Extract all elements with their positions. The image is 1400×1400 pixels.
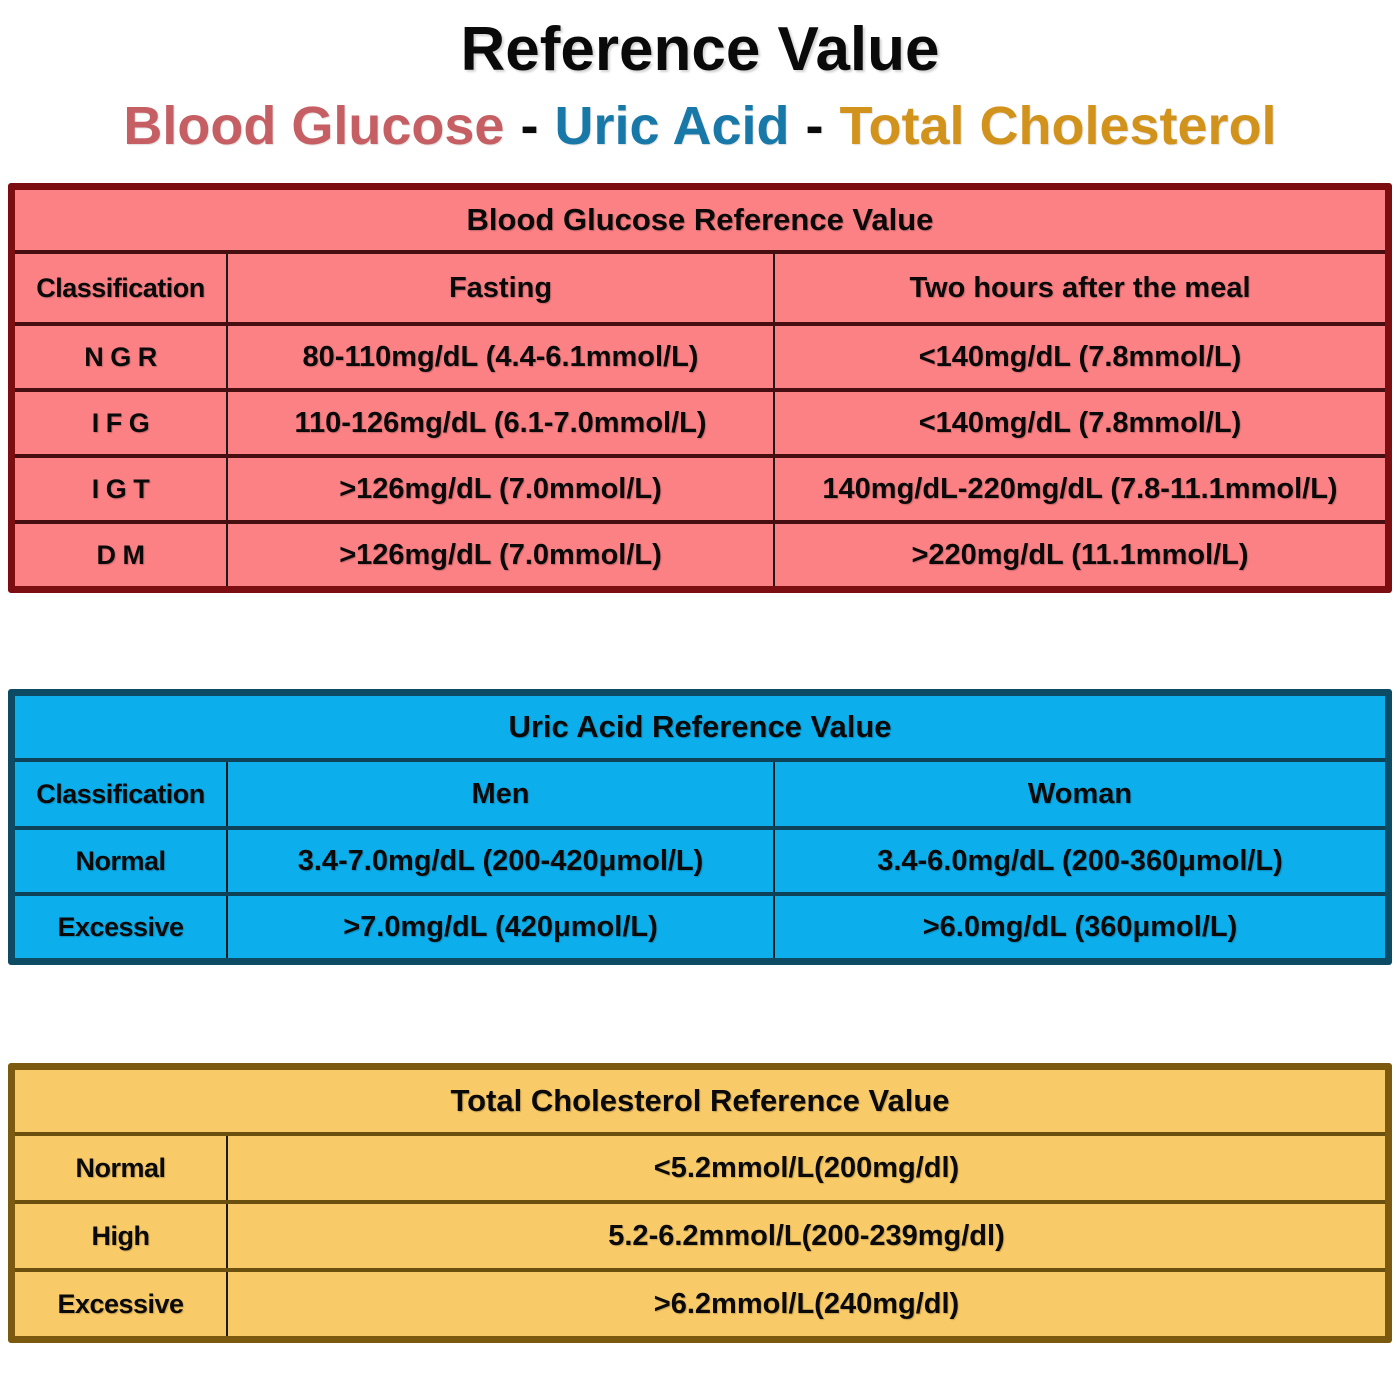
subtitle-dash: -: [805, 96, 824, 156]
uric-acid-table-title: Uric Acid Reference Value: [508, 709, 892, 744]
men-value: 3.4-7.0mg/dL (200-420μmol/L): [226, 830, 773, 892]
table-row-dm: D M >126mg/dL (7.0mmol/L) >220mg/dL (11.…: [15, 520, 1385, 586]
subtitle-blood-glucose: Blood Glucose: [123, 96, 505, 156]
after-meal-value: <140mg/dL (7.8mmol/L): [773, 326, 1385, 388]
total-cholesterol-table: Total Cholesterol Reference Value Normal…: [8, 1063, 1392, 1343]
table-row-igt: I G T >126mg/dL (7.0mmol/L) 140mg/dL-220…: [15, 454, 1385, 520]
fasting-value: 110-126mg/dL (6.1-7.0mmol/L): [226, 392, 773, 454]
subtitle-uric-acid: Uric Acid: [554, 96, 790, 156]
fasting-value: >126mg/dL (7.0mmol/L): [226, 458, 773, 520]
cholesterol-value: 5.2-6.2mmol/L(200-239mg/dl): [226, 1204, 1385, 1268]
total-cholesterol-table-title: Total Cholesterol Reference Value: [450, 1083, 950, 1118]
page-title: Reference Value: [460, 15, 940, 84]
uric-acid-header-row: Classification Men Woman: [15, 758, 1385, 826]
subtitle-total-cholesterol: Total Cholesterol: [839, 96, 1277, 156]
blood-glucose-table-title: Blood Glucose Reference Value: [466, 202, 934, 237]
table-row-high: High 5.2-6.2mmol/L(200-239mg/dl): [15, 1200, 1385, 1268]
column-header-two-hours: Two hours after the meal: [773, 254, 1385, 322]
fasting-value: 80-110mg/dL (4.4-6.1mmol/L): [226, 326, 773, 388]
row-label: D M: [96, 539, 146, 570]
column-header-men: Men: [226, 762, 773, 826]
table-row-ngr: N G R 80-110mg/dL (4.4-6.1mmol/L) <140mg…: [15, 322, 1385, 388]
table-row-ifg: I F G 110-126mg/dL (6.1-7.0mmol/L) <140m…: [15, 388, 1385, 454]
cholesterol-value: >6.2mmol/L(240mg/dl): [226, 1272, 1385, 1336]
column-header-woman: Woman: [773, 762, 1385, 826]
row-label: I G T: [91, 473, 150, 504]
after-meal-value: >220mg/dL (11.1mmol/L): [773, 524, 1385, 586]
row-label: Excessive: [57, 911, 184, 942]
woman-value: >6.0mg/dL (360μmol/L): [773, 896, 1385, 958]
men-value: >7.0mg/dL (420μmol/L): [226, 896, 773, 958]
subtitle-dash: -: [520, 96, 539, 156]
row-label: Normal: [75, 1152, 166, 1183]
fasting-value: >126mg/dL (7.0mmol/L): [226, 524, 773, 586]
row-label: High: [91, 1220, 151, 1251]
cholesterol-value: <5.2mmol/L(200mg/dl): [226, 1136, 1385, 1200]
table-row-excessive: Excessive >7.0mg/dL (420μmol/L) >6.0mg/d…: [15, 892, 1385, 958]
uric-acid-table: Uric Acid Reference Value Classification…: [8, 689, 1392, 965]
blood-glucose-table: Blood Glucose Reference Value Classifica…: [8, 183, 1392, 593]
row-label: Excessive: [57, 1288, 184, 1319]
row-label: Normal: [75, 845, 166, 876]
woman-value: 3.4-6.0mg/dL (200-360μmol/L): [773, 830, 1385, 892]
after-meal-value: 140mg/dL-220mg/dL (7.8-11.1mmol/L): [773, 458, 1385, 520]
column-header-classification: Classification: [36, 778, 205, 809]
row-label: N G R: [84, 341, 157, 372]
table-row-normal: Normal 3.4-7.0mg/dL (200-420μmol/L) 3.4-…: [15, 826, 1385, 892]
after-meal-value: <140mg/dL (7.8mmol/L): [773, 392, 1385, 454]
table-row-excessive: Excessive >6.2mmol/L(240mg/dl): [15, 1268, 1385, 1336]
row-label: I F G: [91, 407, 150, 438]
subtitle: Blood Glucose - Uric Acid - Total Cholestero…: [0, 95, 1400, 157]
blood-glucose-header-row: Classification Fasting Two hours after t…: [15, 250, 1385, 322]
table-row-normal: Normal <5.2mmol/L(200mg/dl): [15, 1132, 1385, 1200]
column-header-classification: Classification: [36, 272, 205, 303]
column-header-fasting: Fasting: [226, 254, 773, 322]
